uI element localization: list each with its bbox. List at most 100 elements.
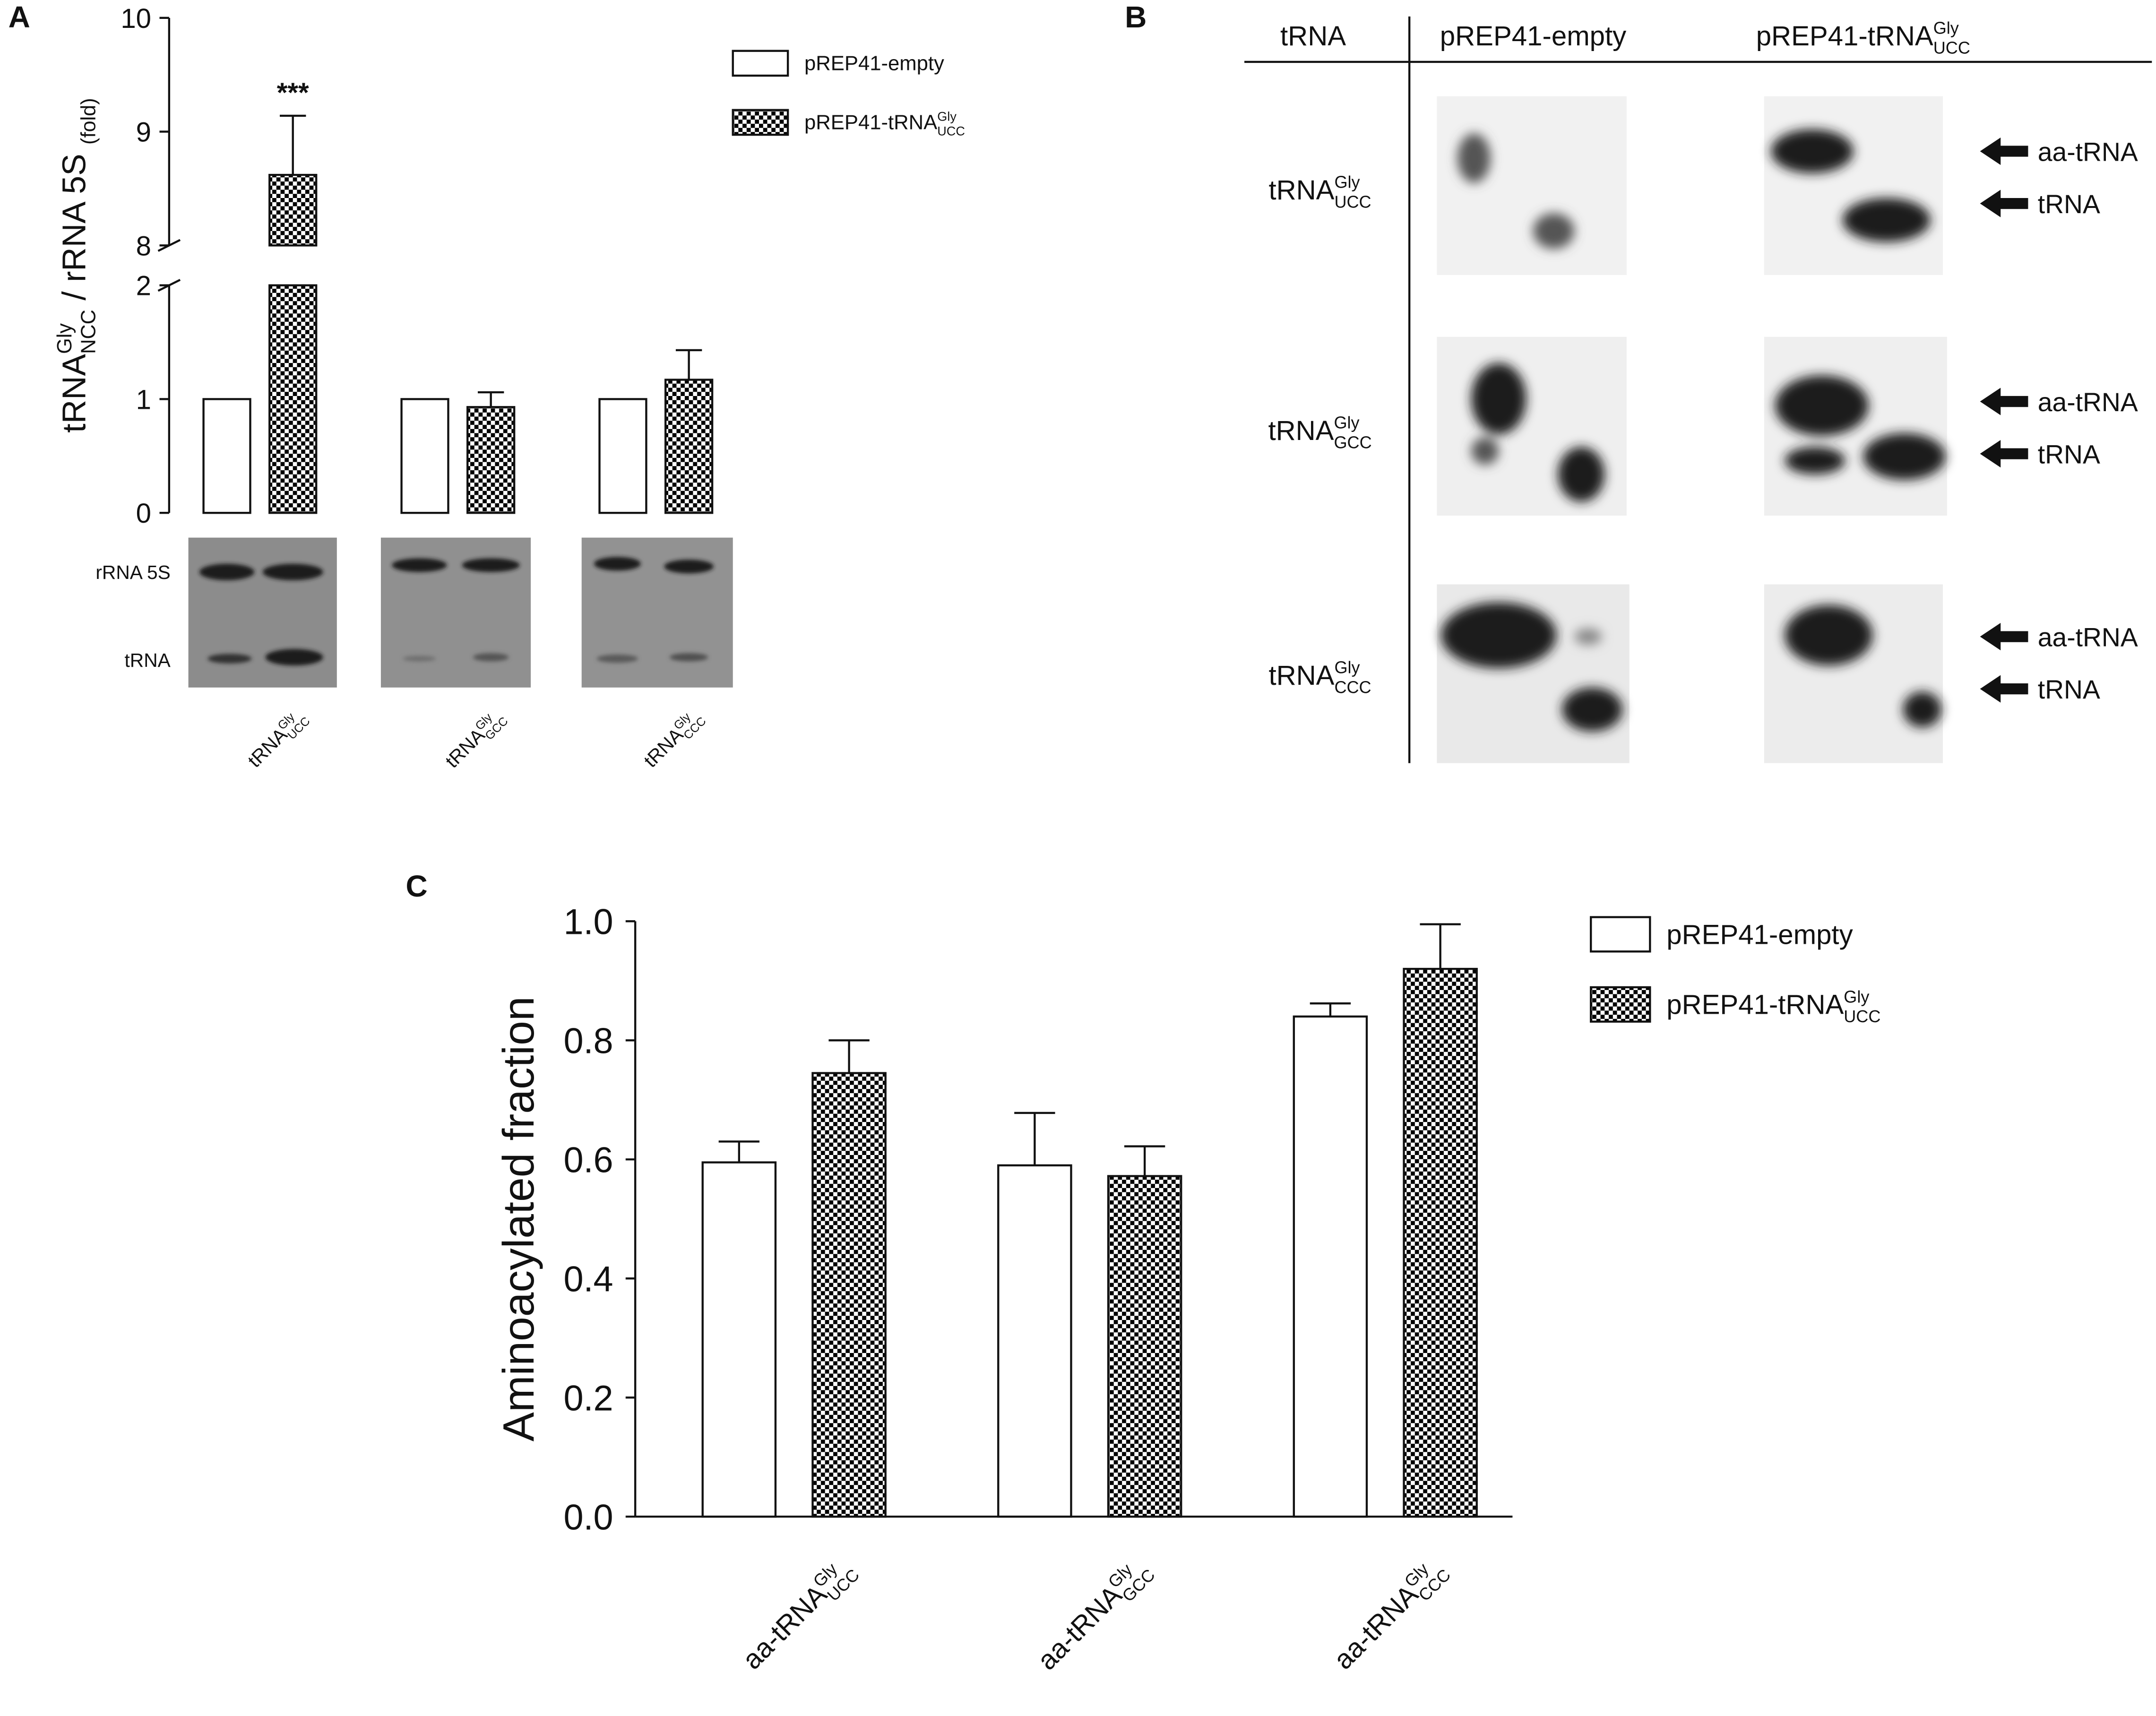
legend-swatch: [732, 109, 789, 136]
y-tick-label: 10: [121, 3, 151, 34]
x-tick-label: aa-tRNAGlyUCC: [735, 1551, 863, 1680]
label-text: pREP41-tRNA: [804, 111, 938, 134]
row-label: tRNAGly CCC: [1268, 657, 1371, 697]
panel-letter: C: [405, 869, 427, 903]
y-tick-label: 0.6: [563, 1140, 613, 1180]
legend-label: pREP41-tRNAGly UCC: [1666, 987, 1880, 1026]
x-tick-label: tRNAGlyGCC: [440, 705, 511, 775]
bar: [664, 379, 714, 514]
label-sup: Gly: [937, 109, 957, 123]
error-bar: [1014, 1112, 1055, 1165]
y-tick-label: 0: [136, 498, 151, 529]
row-label: tRNAGly UCC: [1268, 172, 1371, 211]
y-tick-label: 2: [136, 271, 151, 302]
label-text: tRNA: [1268, 660, 1334, 691]
label-sub: CCC: [1334, 677, 1371, 697]
error-bar: [1310, 1002, 1351, 1017]
error-bar: [1420, 923, 1461, 969]
legend-label: pREP41-tRNAGly UCC: [804, 109, 965, 138]
error-bar: [718, 1140, 759, 1163]
label-sup: Gly: [1334, 657, 1360, 677]
bar: [400, 398, 449, 514]
label-sup: Gly: [1334, 172, 1360, 191]
legend-swatch: [732, 50, 789, 77]
y-tick-label: 1.0: [563, 903, 613, 942]
bar: [598, 398, 647, 514]
blot-frame: [1244, 16, 2152, 763]
bar: [268, 284, 318, 514]
label-text: tRNA: [1268, 175, 1334, 206]
band-label: tRNA: [2038, 440, 2100, 469]
band-label: tRNA: [2038, 190, 2100, 219]
label-sub: NCC: [77, 310, 100, 354]
label-text: pREP41-tRNA: [1756, 21, 1933, 52]
gel-image: [188, 537, 733, 688]
legend-swatch: [1590, 916, 1651, 953]
label-text: tRNA: [55, 354, 92, 432]
bar: [997, 1164, 1072, 1518]
bar: [466, 406, 516, 514]
annotation: ***: [277, 78, 309, 108]
y-tick-label: 0.0: [563, 1498, 613, 1537]
label-sup: Gly: [1844, 987, 1869, 1006]
bar: [811, 1072, 887, 1518]
label-text: aa-tRNA: [1032, 1579, 1128, 1676]
error-bar: [280, 114, 306, 175]
y-tick-label: 0.2: [563, 1379, 613, 1418]
legend-label: pREP41-empty: [1666, 919, 1853, 950]
label-sub: UCC: [1933, 38, 1970, 57]
bar: [701, 1161, 777, 1518]
x-tick-label: tRNAGlyUCC: [243, 705, 313, 775]
y-tick-label: 0.8: [563, 1022, 613, 1061]
bar: [202, 398, 251, 514]
band-label: aa-tRNA: [2038, 388, 2138, 417]
legend-label: pREP41-empty: [804, 52, 944, 75]
legend-swatch: [1590, 986, 1651, 1023]
y-tick-label: 0.4: [563, 1259, 613, 1299]
band-label: aa-tRNA: [2038, 622, 2138, 652]
label-text: aa-tRNA: [736, 1579, 833, 1675]
label-sub: UCC: [937, 124, 965, 138]
panel-letter: A: [9, 0, 30, 34]
bar: [1107, 1175, 1182, 1518]
blot-image: [1437, 96, 2028, 763]
y-axis-label: Aminoacylated fraction: [494, 996, 543, 1441]
label-sub: UCC: [1844, 1007, 1880, 1026]
column-header: pREP41-tRNAGly UCC: [1756, 18, 1970, 58]
label-sup: Gly: [1933, 18, 1959, 38]
label-text: pREP41-empty: [804, 52, 944, 75]
label-text: pREP41-empty: [1666, 919, 1853, 950]
label-text: pREP41-tRNA: [1666, 990, 1844, 1020]
label-sub: (fold): [77, 98, 100, 145]
x-tick-label: tRNAGlyCCC: [639, 705, 709, 775]
panel-letter: B: [1125, 0, 1147, 34]
label-text: / rRNA 5S: [55, 145, 92, 310]
y-axis-label: tRNAGly NCC / rRNA 5S (fold): [53, 98, 100, 432]
label-sup: Gly: [53, 323, 76, 354]
y-tick-label: 9: [136, 117, 151, 148]
label-text: pREP41-empty: [1440, 21, 1626, 52]
column-header: pREP41-empty: [1440, 21, 1626, 52]
error-bar: [477, 391, 504, 407]
label-text: tRNA: [1280, 21, 1346, 52]
band-label: tRNA: [2038, 675, 2100, 704]
y-tick-label: 1: [136, 384, 151, 415]
label-sup: Gly: [1334, 413, 1359, 432]
label-text: tRNA: [1268, 415, 1334, 446]
x-tick-label: aa-tRNAGlyCCC: [1326, 1551, 1455, 1680]
bar: [1403, 967, 1478, 1518]
bar: [1293, 1015, 1368, 1518]
bar: [268, 173, 318, 247]
blot-label: tRNA: [124, 649, 171, 671]
error-bar: [675, 349, 702, 380]
row-label: tRNAGly GCC: [1268, 413, 1371, 452]
band-label: aa-tRNA: [2038, 137, 2138, 166]
error-bar: [1124, 1145, 1165, 1176]
error-bar: [828, 1039, 870, 1073]
y-tick-label: 8: [136, 231, 151, 261]
blot-label: rRNA 5S: [95, 561, 170, 583]
label-sub: GCC: [1334, 432, 1371, 452]
label-sub: UCC: [1334, 192, 1371, 211]
